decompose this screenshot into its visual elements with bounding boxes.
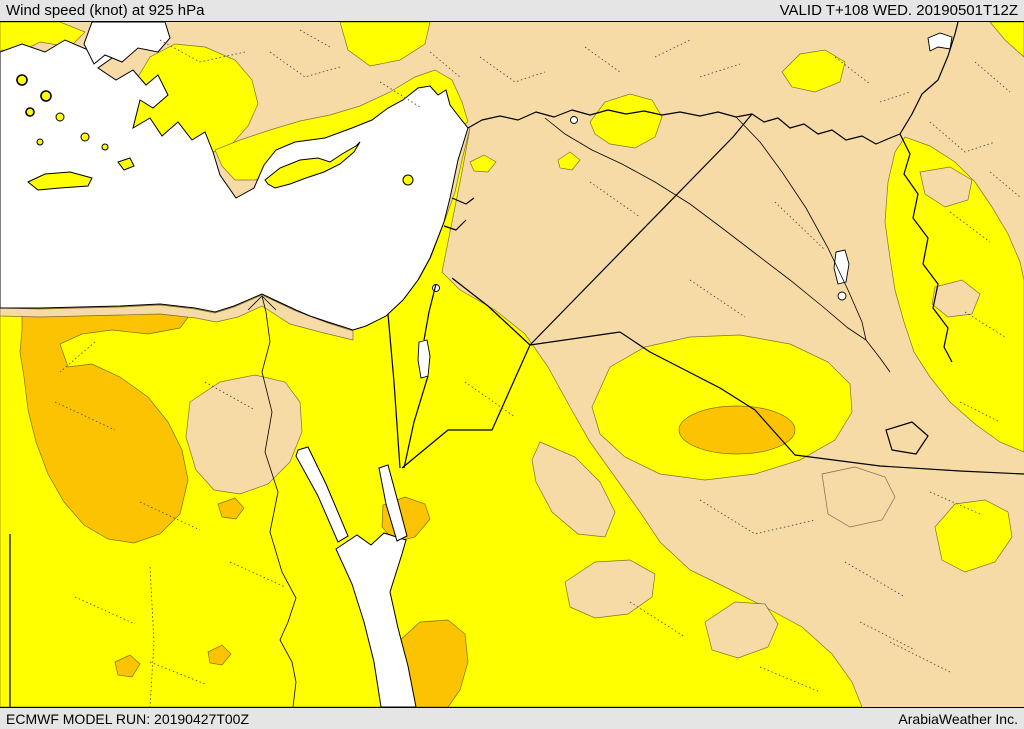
tan-pocket-jordan-saudi [531, 441, 616, 538]
gulf-of-aqaba [378, 464, 408, 542]
admin-line [699, 63, 741, 78]
border-group [9, 22, 1024, 707]
admin-line [759, 666, 821, 693]
nile-river [261, 295, 297, 707]
yellow-spot-syria-small [557, 151, 581, 171]
turkey-syria-iraq-border [467, 109, 901, 145]
admin-line [159, 39, 246, 63]
admin-line [584, 46, 621, 73]
tan-pocket-central-saudi-2 [704, 601, 779, 659]
admin-line [299, 29, 331, 48]
tigris-river [735, 116, 867, 341]
israel-egypt-border [387, 313, 401, 469]
cyprus-island [264, 141, 361, 189]
admin-line [929, 121, 996, 153]
admin-line [844, 561, 906, 598]
red-sea [335, 532, 417, 707]
admin-line [74, 596, 136, 625]
nile-delta-branch-west [247, 295, 263, 311]
admin-line [774, 201, 826, 251]
dead-sea [417, 339, 431, 379]
header-bar: Wind speed (knot) at 925 hPa VALID T+108… [0, 0, 1024, 22]
aegean-island-4 [101, 143, 109, 151]
israel-jordan-border-north [423, 283, 437, 341]
river-group [247, 116, 891, 707]
iraq-iran-border [899, 133, 953, 363]
lebanon-israel-border [443, 219, 467, 231]
admin-line [149, 566, 155, 707]
tan-pocket-group [0, 166, 981, 659]
admin-line [54, 401, 116, 431]
island-group [16, 74, 414, 191]
rhodes-island [117, 157, 135, 171]
admin-line [889, 641, 951, 673]
yellow-region-top-right-corner [989, 22, 1024, 58]
admin-line [959, 401, 1001, 423]
euphrates-river [544, 117, 867, 341]
orange-region-north-saudi [678, 405, 796, 455]
admin-line [929, 491, 981, 515]
yellow-region-turkey-northeast [781, 49, 846, 93]
israel-jordan-border-south [403, 375, 429, 469]
model-run-label: ECMWF MODEL RUN: 20190427T00Z [6, 710, 249, 727]
lake-tharthar [833, 249, 850, 285]
mediterranean-sea [0, 39, 469, 331]
admin-line [689, 279, 746, 318]
admin-line [879, 91, 911, 103]
admin-line [204, 381, 256, 411]
admin-line [139, 501, 201, 531]
marmara-black-sea [83, 22, 171, 65]
yellow-spot-homs [469, 154, 497, 173]
tan-pocket-east-saudi [821, 466, 896, 528]
admin-line [229, 561, 286, 588]
lebanon-syria-border [451, 197, 475, 205]
aegean-island-2 [80, 132, 90, 142]
valid-time-label: VALID T+108 WED. 20190501T12Z [779, 1, 1018, 19]
crete-island [27, 171, 93, 191]
tan-pocket-east-iraq-2 [931, 279, 981, 318]
orange-region-west-egypt [19, 277, 193, 544]
footer-bar: ECMWF MODEL RUN: 20190427T00Z ArabiaWeat… [0, 707, 1024, 729]
aegean-island-1 [55, 112, 65, 122]
kuwait-border [885, 421, 929, 455]
wind-band-orange-group [19, 277, 796, 707]
tan-pocket-central-saudi-1 [564, 559, 656, 619]
tan-pocket-cairo [185, 374, 303, 495]
nile-delta-branch-east [261, 295, 277, 311]
admin-line [699, 499, 816, 535]
tan-pocket-east-iraq-1 [919, 166, 973, 208]
admin-boundary-group [54, 29, 1021, 707]
jordan-saudi-border [401, 344, 531, 469]
lake-group [417, 32, 953, 379]
admin-line [629, 601, 686, 638]
turkey-iran-border [899, 22, 959, 135]
yellow-region-bottom-right [934, 499, 1013, 573]
admin-line [949, 211, 991, 243]
syria-iraq-border [529, 113, 753, 346]
iraq-saudi-border [619, 331, 1024, 475]
map-canvas [0, 22, 1024, 707]
brand-label: ArabiaWeather Inc. [898, 710, 1018, 727]
shatt-al-arab-river [865, 339, 891, 373]
lake-assad [570, 116, 578, 124]
aegean-cluster-2 [40, 90, 52, 102]
gulf-of-suez [295, 446, 349, 543]
yellow-region-syria [589, 93, 663, 149]
syria-jordan-border [451, 277, 531, 346]
aegean-island-3 [36, 138, 44, 146]
admin-line [149, 661, 206, 685]
sea-group [0, 22, 469, 707]
aegean-cluster-3 [25, 107, 35, 117]
orange-spot-south-egypt-1 [114, 654, 141, 678]
map-area [0, 22, 1024, 707]
jordan-iraq-border [529, 331, 621, 346]
yellow-region-turkey-top [339, 22, 431, 67]
levant-islet [402, 174, 414, 186]
map-title: Wind speed (knot) at 925 hPa [6, 1, 205, 19]
orange-spot-south-egypt-2 [207, 644, 232, 666]
orange-spot-middle-egypt [217, 497, 245, 520]
lake-milh [837, 291, 847, 301]
aegean-cluster-1 [16, 74, 28, 86]
